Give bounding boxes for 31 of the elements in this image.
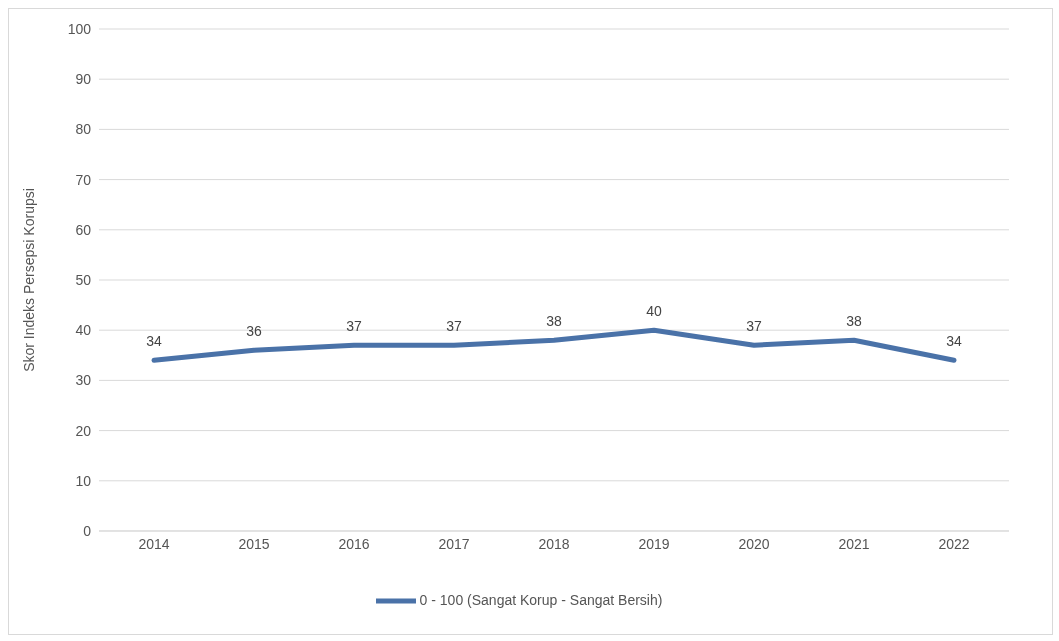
y-tick-label: 90 <box>75 71 92 88</box>
y-tick-label: 40 <box>75 322 92 339</box>
x-tick-label: 2019 <box>638 535 670 552</box>
y-axis-title: Skor Indeks Persepsi Korupsi <box>20 188 37 372</box>
data-label: 37 <box>346 318 362 335</box>
x-tick-label: 2017 <box>438 535 470 552</box>
x-tick-label: 2018 <box>538 535 570 552</box>
y-tick-label: 60 <box>75 221 92 238</box>
y-tick-label: 0 <box>83 522 92 539</box>
x-tick-label: 2016 <box>338 535 370 552</box>
y-tick-label: 80 <box>75 121 92 138</box>
x-tick-label: 2022 <box>938 535 970 552</box>
y-tick-label: 10 <box>75 472 92 489</box>
y-tick-label: 100 <box>67 20 92 37</box>
y-tick-label: 30 <box>75 372 92 389</box>
data-label: 34 <box>946 333 962 350</box>
x-tick-label: 2014 <box>138 535 170 552</box>
data-label: 37 <box>446 318 462 335</box>
x-tick-label: 2021 <box>838 535 870 552</box>
data-label: 34 <box>146 333 162 350</box>
legend-label: 0 - 100 (Sangat Korup - Sangat Bersih) <box>419 591 663 608</box>
y-tick-label: 70 <box>75 171 92 188</box>
y-tick-label: 20 <box>75 422 92 439</box>
data-label: 40 <box>646 303 662 320</box>
x-tick-label: 2015 <box>238 535 270 552</box>
data-label: 38 <box>546 313 562 330</box>
data-label: 36 <box>246 323 262 340</box>
data-label: 38 <box>846 313 862 330</box>
x-tick-label: 2020 <box>738 535 770 552</box>
y-tick-label: 50 <box>75 271 92 288</box>
data-label: 37 <box>746 318 762 335</box>
